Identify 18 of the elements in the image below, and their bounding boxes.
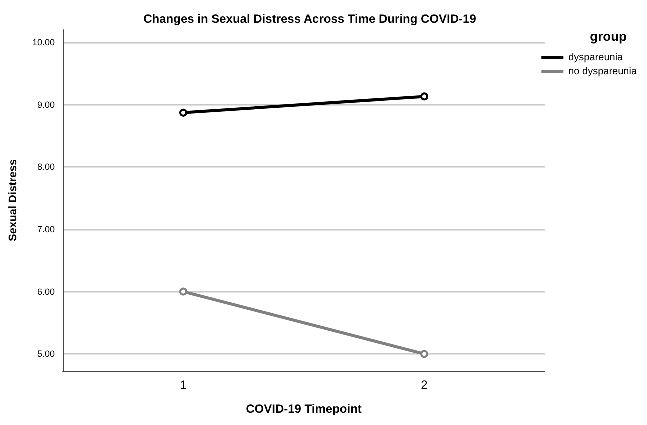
y-tick-label: 6.00 xyxy=(37,286,55,297)
y-tick-label: 5.00 xyxy=(37,349,55,360)
point xyxy=(420,350,428,358)
y-axis-title: Sexual Distress xyxy=(8,160,20,242)
x-tick-label: 1 xyxy=(180,378,188,392)
chart-title: Changes in Sexual Distress Across Time During COVID-19 xyxy=(144,12,477,26)
y-tick-label: 8.00 xyxy=(37,162,55,172)
point xyxy=(180,288,188,296)
legend-title: group xyxy=(590,29,628,44)
legend-label: no dyspareunia xyxy=(568,66,638,78)
point xyxy=(180,108,188,117)
x-axis-title: COVID-19 Timepoint xyxy=(246,402,362,416)
x-tick-label: 2 xyxy=(421,378,428,392)
y-tick-label: 10.00 xyxy=(32,37,55,48)
y-tick-label: 9.00 xyxy=(37,100,55,110)
point xyxy=(420,92,428,101)
legend-label: dyspareunia xyxy=(568,52,624,64)
y-tick-label: 7.00 xyxy=(37,224,55,234)
